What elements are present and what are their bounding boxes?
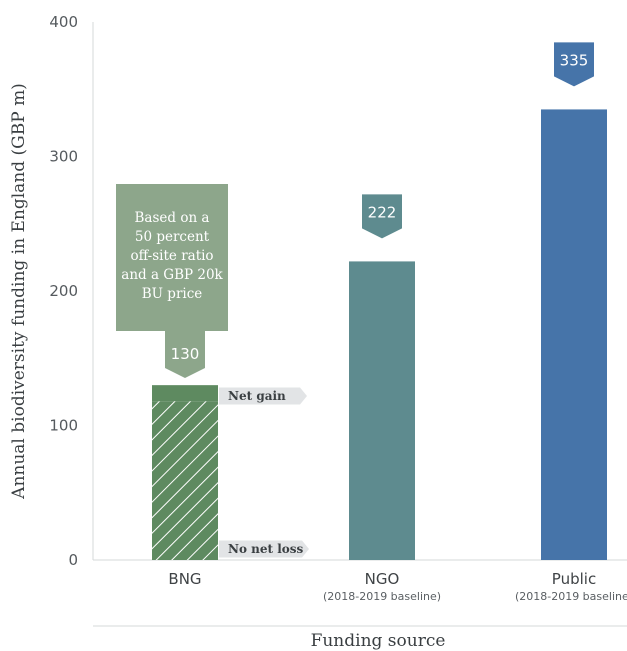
bars	[152, 109, 607, 561]
tag-no-net-loss-shape	[219, 540, 309, 558]
y-tick-label: 100	[49, 417, 78, 435]
value-label-public-shape	[554, 42, 594, 87]
category-sublabel: (2018-2019 baseline)	[515, 590, 627, 603]
value-labels: Based on a 50 percent off-site ratio and a …	[116, 42, 594, 558]
category-labels: BNG NGO (2018-2019 baseline) Public (2018-20…	[168, 570, 627, 603]
value-label-ngo-shape	[362, 194, 402, 239]
y-axis-title: Annual biodiversity funding in England (…	[9, 83, 29, 500]
category-sublabel: (2018-2019 baseline)	[323, 590, 441, 603]
y-tick-label: 0	[68, 551, 78, 569]
x-axis-title: Funding source	[311, 631, 446, 651]
bar-public	[541, 109, 607, 561]
category-label: NGO	[365, 570, 400, 588]
bar-bng-net-gain	[152, 385, 218, 402]
bar-bng-no-net-loss	[152, 401, 218, 560]
y-tick-label: 300	[49, 148, 78, 166]
bar-ngo	[349, 261, 415, 560]
annotation-line: 50 percent	[135, 229, 210, 245]
tag-net-gain-shape	[219, 387, 307, 405]
y-tick-label: 400	[49, 13, 78, 31]
category-label: Public	[552, 570, 596, 588]
annotation-line: and a GBP 20k	[121, 267, 223, 283]
annotation-line: off-site ratio	[130, 248, 213, 264]
annotation-box	[116, 184, 228, 331]
category-label: BNG	[168, 570, 201, 588]
value-label-bng-shape	[165, 331, 205, 378]
tag-no-net-loss: No net loss	[228, 542, 304, 556]
y-tick-label: 200	[49, 282, 78, 300]
annotation-line: Based on a	[135, 210, 210, 226]
value-label-public: 335	[560, 51, 589, 69]
y-axis-ticks: 0 100 200 300 400	[49, 13, 78, 569]
annotation-line: BU price	[142, 286, 203, 302]
value-label-ngo: 222	[368, 203, 397, 221]
tag-net-gain: Net gain	[228, 389, 286, 403]
value-label-bng: 130	[171, 345, 200, 363]
